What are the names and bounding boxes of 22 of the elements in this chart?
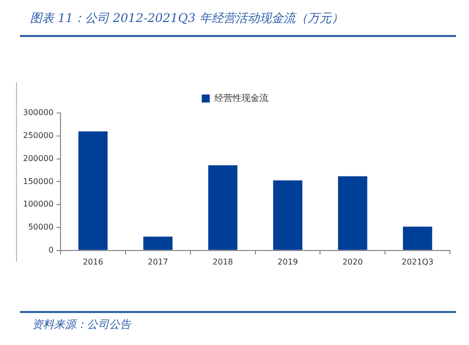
text: 资料来源：公司公告 bbox=[32, 317, 131, 332]
y-tick-label: 150000 bbox=[22, 176, 54, 186]
bar bbox=[78, 131, 108, 250]
legend-label: 经营性现金流 bbox=[214, 92, 268, 104]
y-tick-label: 100000 bbox=[22, 200, 54, 209]
x-tick-label: 2020 bbox=[342, 257, 363, 266]
y-tick-label: 0 bbox=[48, 245, 54, 254]
y-tick-label: 200000 bbox=[22, 154, 54, 163]
chart-title: 图表 11：公司 2012-2021Q3 年经营活动现金流（万元） bbox=[30, 10, 344, 27]
x-tick-label: 2017 bbox=[148, 257, 168, 266]
bar bbox=[273, 180, 302, 250]
bar bbox=[402, 226, 432, 250]
bar bbox=[208, 165, 238, 250]
x-tick-label: 2021Q3 bbox=[402, 257, 434, 266]
bar bbox=[143, 236, 173, 250]
x-tick-label: 2018 bbox=[212, 257, 233, 266]
y-tick-label: 250000 bbox=[22, 130, 54, 140]
y-tick-label: 300000 bbox=[22, 108, 54, 118]
bar bbox=[338, 176, 368, 250]
x-tick-label: 2016 bbox=[82, 257, 104, 266]
x-tick-label: 2019 bbox=[278, 257, 298, 266]
y-tick-label: 50000 bbox=[28, 222, 54, 232]
